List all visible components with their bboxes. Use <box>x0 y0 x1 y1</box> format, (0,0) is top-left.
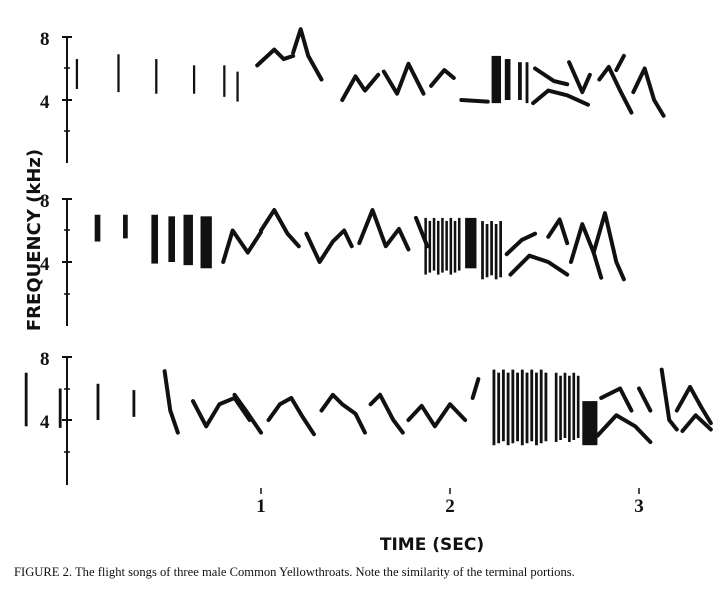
syllable-3-20 <box>674 384 713 426</box>
syllable-1-4 <box>192 65 196 94</box>
panel-3-axis: 8 4 <box>40 349 72 485</box>
syllable-3-12 <box>470 377 481 400</box>
syllable-2-18 <box>568 222 604 280</box>
syllable-3-6 <box>190 395 252 429</box>
syllable-3-1 <box>24 372 28 427</box>
syllable-3-11 <box>406 402 468 429</box>
syllable-1-12 <box>459 98 490 104</box>
syllable-1-22 <box>631 66 666 118</box>
spectrogram-song-1 <box>75 27 666 118</box>
syllable-1-10 <box>381 61 426 96</box>
spectrogram-figure: 8 4 8 4 8 4 FREQUENCY (kHz) 1 2 3 TIME (… <box>24 27 713 555</box>
syllable-1-2 <box>117 54 120 93</box>
syllable-1-8 <box>291 27 324 82</box>
syllable-2-3 <box>151 214 158 264</box>
panel-1-axis: 8 4 <box>40 29 72 163</box>
syllable-1-3 <box>155 59 158 94</box>
y-axis-label: FREQUENCY (kHz) <box>24 149 45 331</box>
syllable-1-6 <box>236 71 239 102</box>
syllable-1-16 <box>525 62 529 104</box>
syllable-1-19 <box>567 60 592 95</box>
syllable-3-16 <box>595 413 653 445</box>
x-tick-3: 3 <box>634 496 644 517</box>
syllable-1-13 <box>491 55 502 104</box>
syllable-2-10 <box>357 208 411 252</box>
x-tick-1: 1 <box>256 496 266 517</box>
syllable-1-11 <box>429 68 456 88</box>
syllable-1-9 <box>340 72 381 102</box>
spectrogram-song-3 <box>24 367 713 446</box>
syllable-2-17 <box>546 217 570 246</box>
syllable-2-15 <box>504 231 538 257</box>
syllable-3-2 <box>58 388 62 428</box>
syllable-3-3 <box>96 383 100 420</box>
syllable-2-6 <box>200 216 212 269</box>
syllable-3-13 <box>492 369 548 446</box>
y-tick-8-panel-2: 8 <box>40 191 50 212</box>
syllable-3-9 <box>319 392 367 435</box>
syllable-2-2 <box>123 214 128 239</box>
syllable-3-7 <box>232 392 263 435</box>
spectrogram-song-2 <box>94 208 626 282</box>
syllable-3-4 <box>132 390 136 417</box>
syllable-1-7 <box>255 47 296 68</box>
panel-2-axis: 8 4 <box>40 191 72 326</box>
syllable-3-18 <box>637 386 653 413</box>
syllable-2-16 <box>508 253 570 277</box>
syllable-2-7 <box>221 228 263 264</box>
syllable-1-18 <box>531 88 590 107</box>
syllable-3-14 <box>554 372 580 443</box>
syllable-2-13 <box>465 217 477 269</box>
figure-caption: FIGURE 2. The flight songs of three male… <box>14 565 575 579</box>
syllable-3-17 <box>599 386 634 413</box>
x-axis-label: TIME (SEC) <box>380 535 484 555</box>
syllable-2-14 <box>481 221 503 280</box>
syllable-2-19 <box>591 211 626 282</box>
syllable-1-17 <box>533 66 570 87</box>
syllable-3-5 <box>162 369 180 435</box>
syllable-1-21 <box>614 53 626 73</box>
syllable-2-5 <box>183 214 193 266</box>
syllable-3-10 <box>368 392 405 435</box>
syllable-2-1 <box>94 214 101 242</box>
y-tick-8-panel-1: 8 <box>40 29 50 50</box>
syllable-1-20 <box>597 64 634 115</box>
syllable-2-9 <box>304 228 354 264</box>
syllable-3-19 <box>659 367 679 432</box>
syllable-1-5 <box>223 65 226 97</box>
syllable-1-15 <box>518 62 522 100</box>
syllable-1-14 <box>504 59 511 100</box>
syllable-2-12 <box>424 217 461 275</box>
syllable-3-15 <box>582 401 598 446</box>
x-axis-ticks: 1 2 3 <box>256 488 644 517</box>
y-tick-4-panel-1: 4 <box>40 92 50 113</box>
y-tick-4-panel-2: 4 <box>40 254 50 275</box>
syllable-2-4 <box>168 216 176 262</box>
x-tick-2: 2 <box>445 496 455 517</box>
y-tick-8-panel-3: 8 <box>40 349 50 370</box>
syllable-2-8 <box>259 208 301 249</box>
syllable-1-1 <box>75 59 79 89</box>
y-tick-4-panel-3: 4 <box>40 412 50 433</box>
syllable-3-21 <box>680 413 713 434</box>
syllable-3-8 <box>266 395 316 437</box>
